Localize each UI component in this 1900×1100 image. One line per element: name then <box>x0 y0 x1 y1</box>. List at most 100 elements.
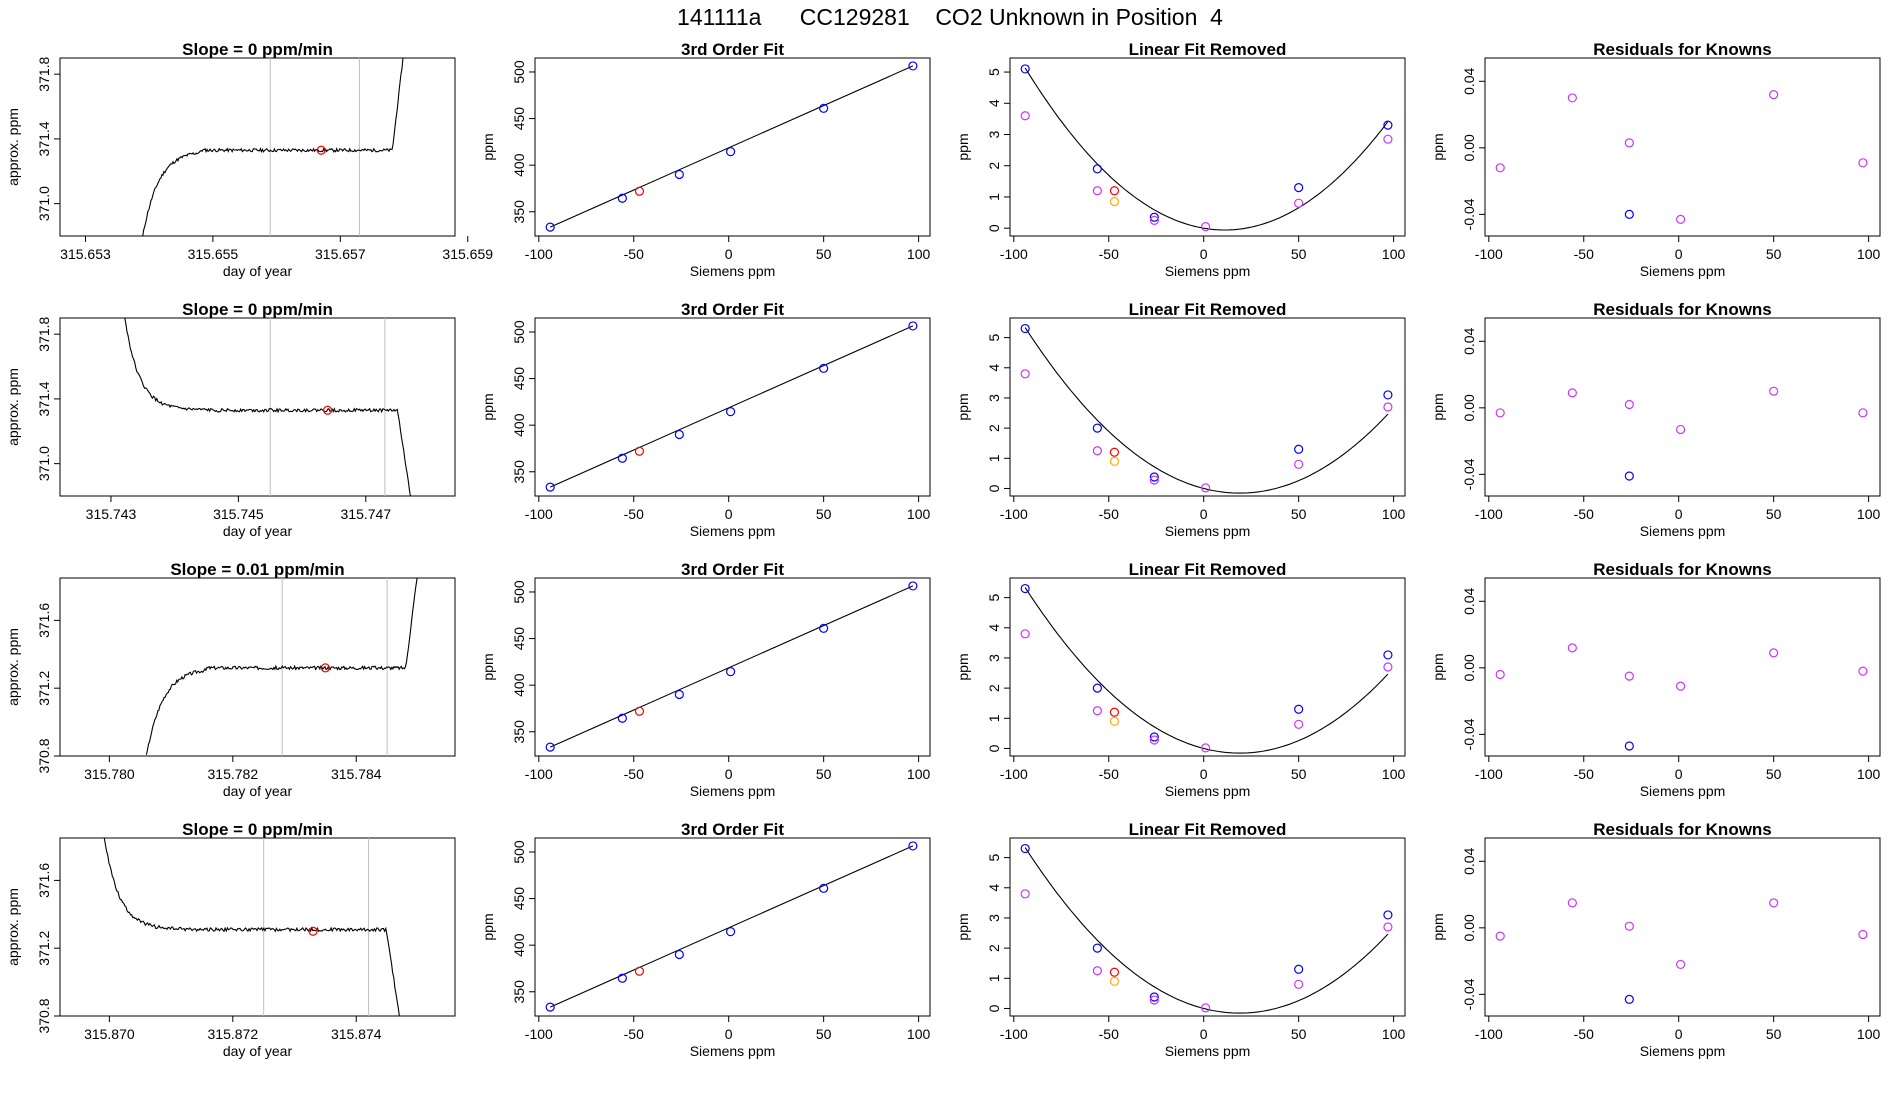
y-axis-label: ppm <box>480 653 496 680</box>
data-point <box>1109 456 1120 466</box>
y-tick-label: 5 <box>986 68 1002 76</box>
y-axis-label: ppm <box>955 913 971 940</box>
data-point <box>726 927 736 937</box>
data-point <box>634 706 645 716</box>
third-order-fit-panel: 3rd Order Fit -100 -50 0 50 100 Siemens ppm 350… <box>475 40 950 308</box>
y-tick-label: 0.04 <box>1461 587 1477 614</box>
x-tick-label: 0 <box>1675 246 1683 262</box>
fit-curve <box>1024 67 1389 231</box>
y-tick-label: 371.8 <box>36 56 52 91</box>
mean-marker <box>320 663 330 673</box>
y-tick-label: -0.04 <box>1461 458 1477 490</box>
y-axis-label: ppm <box>955 133 971 160</box>
y-tick-label: 400 <box>511 933 527 957</box>
time-series-panel: Slope = 0.01 ppm/min 315.780 315.782 315.78… <box>0 560 475 828</box>
data-point <box>1020 889 1030 899</box>
x-tick-label: 50 <box>816 246 832 262</box>
third-order-fit-chart: 3rd Order Fit -100 -50 0 50 100 Siemens ppm 350… <box>480 820 931 1059</box>
y-tick-label: 450 <box>511 887 527 911</box>
data-point <box>1769 898 1779 908</box>
y-tick-label: 4 <box>986 884 1002 892</box>
data-point <box>1109 976 1120 986</box>
data-point <box>617 973 627 983</box>
x-axis-label: day of year <box>223 783 293 799</box>
x-tick-label: 315.784 <box>331 766 382 782</box>
y-tick-label: 3 <box>986 394 1002 402</box>
fit-line <box>549 585 914 748</box>
data-point <box>1383 922 1393 932</box>
data-point <box>1624 209 1634 219</box>
data-point <box>1201 222 1211 232</box>
x-tick-label: 100 <box>1382 1026 1406 1042</box>
x-axis-label: Siemens ppm <box>1165 783 1251 799</box>
y-tick-label: 1 <box>986 974 1002 982</box>
time-series-panel: Slope = 0 ppm/min 315.870 315.872 315.874 da… <box>0 820 475 1088</box>
x-tick-label: 0 <box>1200 506 1208 522</box>
fit-line <box>549 65 914 228</box>
data-point <box>726 407 736 417</box>
third-order-fit-panel: 3rd Order Fit -100 -50 0 50 100 Siemens ppm 350… <box>475 300 950 568</box>
y-tick-label: -0.04 <box>1461 198 1477 230</box>
y-tick-label: 450 <box>511 627 527 651</box>
data-point <box>1149 215 1159 225</box>
data-point <box>1624 741 1634 751</box>
y-tick-label: 370.8 <box>36 738 52 773</box>
x-axis-label: Siemens ppm <box>1640 1043 1726 1059</box>
data-point <box>1567 388 1577 398</box>
x-tick-label: 315.745 <box>213 506 264 522</box>
fit-line <box>549 845 914 1008</box>
residuals-panel: Residuals for Knowns -100 -50 0 50 100 Siemens… <box>1425 40 1900 308</box>
residuals-panel: Residuals for Knowns -100 -50 0 50 100 Siemens… <box>1425 300 1900 568</box>
x-tick-label: -50 <box>624 766 644 782</box>
x-tick-label: -50 <box>1099 506 1119 522</box>
y-axis-label: ppm <box>480 133 496 160</box>
data-point <box>726 147 736 157</box>
data-point <box>1624 921 1634 931</box>
y-tick-label: 0.04 <box>1461 327 1477 354</box>
x-tick-label: 315.874 <box>331 1026 382 1042</box>
x-tick-label: 0 <box>1675 766 1683 782</box>
data-point <box>1624 994 1634 1004</box>
x-tick-label: 50 <box>1766 506 1782 522</box>
x-tick-label: 50 <box>1291 506 1307 522</box>
x-axis-label: day of year <box>223 523 293 539</box>
y-tick-label: 3 <box>986 130 1002 138</box>
y-tick-label: 4 <box>986 99 1002 107</box>
y-tick-label: 3 <box>986 654 1002 662</box>
data-point <box>1294 459 1304 469</box>
data-point <box>1092 943 1102 953</box>
data-point <box>1676 959 1686 970</box>
y-axis-label: ppm <box>1430 393 1446 420</box>
x-tick-label: 100 <box>1382 766 1406 782</box>
y-tick-label: 500 <box>511 60 527 84</box>
y-tick-label: 400 <box>511 153 527 177</box>
data-point <box>1858 408 1868 418</box>
residuals-panel: Residuals for Knowns -100 -50 0 50 100 Siemens… <box>1425 820 1900 1088</box>
y-tick-label: -0.04 <box>1461 718 1477 750</box>
y-tick-label: 500 <box>511 840 527 864</box>
data-point <box>1567 898 1577 908</box>
data-point <box>1294 704 1304 714</box>
linear-fit-removed-panel: Linear Fit Removed -100 -50 0 50 100 Siemens p… <box>950 300 1425 568</box>
chart-title: Linear Fit Removed <box>1129 300 1287 319</box>
data-point <box>1149 732 1159 742</box>
x-tick-label: -50 <box>1099 766 1119 782</box>
x-tick-label: 50 <box>816 506 832 522</box>
data-point <box>819 623 829 633</box>
y-axis-label: ppm <box>955 653 971 680</box>
x-tick-label: 315.872 <box>208 1026 259 1042</box>
x-tick-label: -100 <box>1475 1026 1503 1042</box>
y-tick-label: 2 <box>986 162 1002 170</box>
y-tick-label: 0.04 <box>1461 67 1477 94</box>
chart-title: Residuals for Knowns <box>1593 820 1772 839</box>
y-tick-label: 371.2 <box>36 930 52 965</box>
data-point <box>1383 662 1393 672</box>
y-tick-label: 0 <box>986 224 1002 232</box>
x-tick-label: 315.870 <box>84 1026 135 1042</box>
data-point <box>1383 120 1393 130</box>
y-tick-label: 371.6 <box>36 603 52 638</box>
x-tick-label: -100 <box>1475 506 1503 522</box>
data-point <box>634 186 645 196</box>
plot-frame <box>1009 577 1406 757</box>
